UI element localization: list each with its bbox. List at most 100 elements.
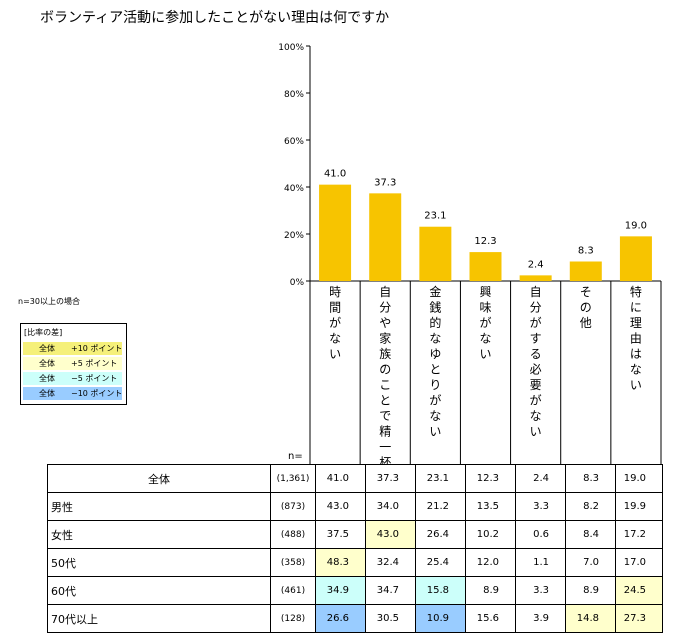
value-cell: 15.8 (415, 576, 466, 605)
row-sample-size: (358) (270, 548, 316, 577)
value-cell: 24.5 (615, 576, 663, 605)
svg-text:分: 分 (379, 301, 391, 315)
svg-text:由: 由 (630, 332, 642, 346)
bar (519, 275, 552, 281)
value-cell: 19.9 (615, 492, 663, 521)
svg-text:ゆ: ゆ (429, 347, 441, 361)
legend-item-base: 全体 (39, 389, 55, 398)
svg-text:い: い (479, 347, 491, 361)
value-cell: 32.4 (365, 548, 416, 577)
svg-text:自: 自 (530, 285, 542, 299)
value-cell: 13.5 (465, 492, 516, 521)
value-cell: 14.8 (565, 604, 616, 633)
legend-item-diff: +5 ポイント (71, 359, 118, 368)
bar-value-label: 37.3 (374, 177, 396, 188)
y-tick-label: 60% (284, 137, 304, 147)
svg-text:興: 興 (479, 285, 491, 299)
svg-text:金: 金 (429, 284, 441, 299)
value-cell: 19.0 (615, 464, 663, 493)
svg-text:精: 精 (379, 425, 391, 439)
svg-text:る: る (530, 347, 542, 361)
y-tick-label: 100% (278, 43, 304, 53)
bar-chart: 0% 20% 40% 60% 80% 100% 41.0 37.3 23.1 12.3 2.4 8.… (278, 43, 662, 464)
value-cell: 37.3 (365, 464, 416, 493)
svg-text:そ: そ (580, 285, 592, 299)
svg-text:こ: こ (379, 378, 391, 392)
legend-item: 全体 +10 ポイント (23, 342, 122, 355)
legend-item-base: 全体 (39, 344, 55, 353)
svg-text:い: い (630, 378, 642, 392)
value-cell: 8.4 (565, 520, 616, 549)
svg-text:族: 族 (379, 347, 391, 361)
svg-text:す: す (530, 332, 542, 346)
table-row: 女性 (488) 37.5 43.0 26.4 10.2 0.6 8.4 17.2 (47, 520, 663, 549)
svg-text:り: り (429, 378, 441, 392)
svg-text:な: な (630, 363, 642, 377)
value-cell: 43.0 (365, 520, 416, 549)
row-sample-size: (873) (270, 492, 316, 521)
row-label: 全体 (47, 464, 271, 493)
value-cell: 1.1 (515, 548, 566, 577)
row-label: 60代 (47, 576, 271, 605)
row-sample-size: (1,361) (270, 464, 316, 493)
row-label: 女性 (47, 520, 271, 549)
svg-text:が: が (530, 393, 542, 408)
svg-text:銭: 銭 (429, 300, 441, 315)
y-tick-label: 0% (290, 278, 305, 288)
svg-text:杯: 杯 (379, 456, 391, 465)
legend-heading: [比率の差] (24, 328, 63, 337)
svg-text:い: い (329, 347, 341, 361)
chart-title: ボランティア活動に参加したことがない理由は何ですか (40, 10, 390, 26)
y-tick-label: 80% (284, 90, 304, 100)
value-cell: 10.9 (415, 604, 466, 633)
row-label: 男性 (47, 492, 271, 521)
svg-text:な: な (479, 332, 491, 346)
value-cell: 23.1 (415, 464, 466, 493)
bar-value-label: 2.4 (528, 259, 544, 270)
legend-item-diff: −10 ポイント (71, 389, 123, 398)
value-cell: 21.2 (415, 492, 466, 521)
svg-text:が: が (530, 315, 542, 330)
legend-item: 全体 +5 ポイント (23, 357, 122, 370)
bar (569, 261, 602, 281)
bar-value-label: 23.1 (424, 211, 446, 222)
value-cell: 12.3 (465, 464, 516, 493)
value-cell: 0.6 (515, 520, 566, 549)
y-tick-label: 40% (284, 184, 304, 194)
value-cell: 15.6 (465, 604, 516, 633)
value-cell: 41.0 (315, 464, 366, 493)
svg-text:な: な (429, 332, 441, 346)
legend-item-base: 全体 (39, 359, 55, 368)
svg-text:自: 自 (379, 285, 391, 299)
y-tick-label: 20% (284, 231, 304, 241)
table-row: 70代以上 (128) 26.6 30.5 10.9 15.6 3.9 14.8 27.3 (47, 604, 663, 633)
svg-text:い: い (429, 425, 441, 439)
table-row: 全体 (1,361) 41.0 37.3 23.1 12.3 2.4 8.3 19.0 (47, 464, 663, 493)
bar-value-label: 19.0 (625, 220, 647, 231)
row-sample-size: (128) (270, 604, 316, 633)
svg-text:い: い (530, 425, 542, 439)
svg-text:家: 家 (379, 331, 391, 346)
value-cell: 26.4 (415, 520, 466, 549)
value-cell: 17.2 (615, 520, 663, 549)
value-cell: 8.3 (565, 464, 616, 493)
svg-text:な: な (429, 409, 441, 423)
svg-text:が: が (429, 393, 441, 408)
value-cell: 2.4 (515, 464, 566, 493)
table-row: 60代 (461) 34.9 34.7 15.8 8.9 3.3 8.9 24.5 (47, 576, 663, 605)
svg-text:他: 他 (580, 316, 592, 330)
value-cell: 3.3 (515, 576, 566, 605)
row-sample-size: (461) (270, 576, 316, 605)
value-cell: 27.3 (615, 604, 663, 633)
value-cell: 34.7 (365, 576, 416, 605)
legend-item-diff: +10 ポイント (71, 344, 123, 353)
value-cell: 30.5 (365, 604, 416, 633)
svg-text:必: 必 (530, 363, 542, 377)
svg-text:の: の (580, 301, 592, 315)
value-cell: 10.2 (465, 520, 516, 549)
svg-text:の: の (379, 363, 391, 377)
legend: [比率の差] 全体 +10 ポイント 全体 +5 ポイント 全体 −5 ポイント 全体 −10… (20, 323, 127, 405)
